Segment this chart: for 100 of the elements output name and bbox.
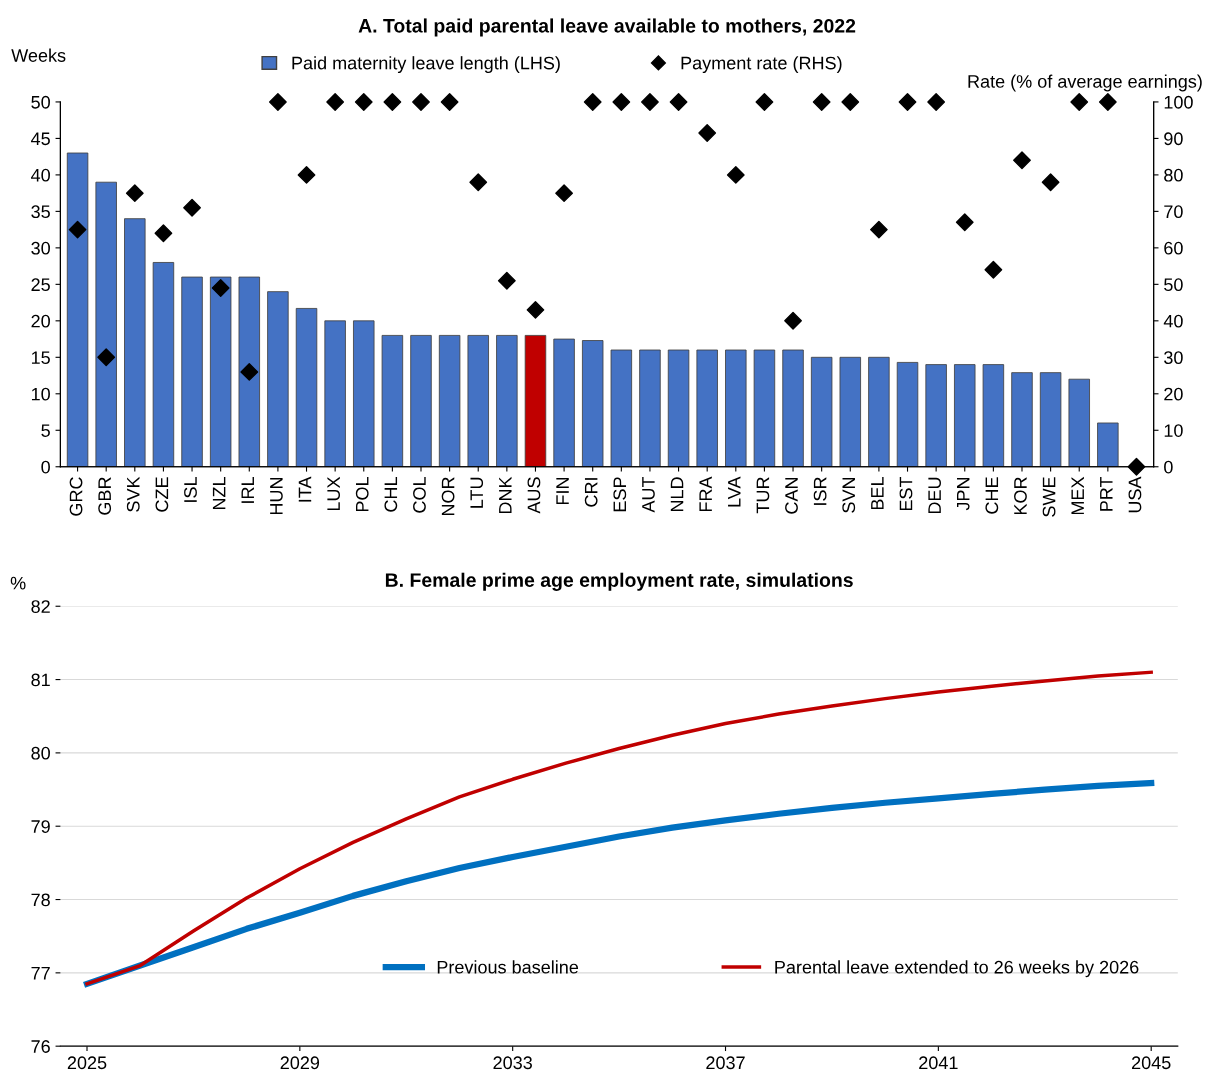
x-tick-label: HUN <box>270 477 283 515</box>
y-tick-label: 81 <box>31 673 50 687</box>
x-tick-label: SVN <box>842 477 856 513</box>
bar <box>267 291 289 467</box>
y2-axis-title: Rate (% of average earnings) <box>968 74 1202 92</box>
point <box>784 311 802 330</box>
y2-tick-label: 80 <box>1164 168 1183 182</box>
y2-tick-label: 90 <box>1164 132 1183 146</box>
y-tick-label: 79 <box>31 820 50 833</box>
bar <box>868 356 890 467</box>
x-tick-label: JPN <box>957 477 970 511</box>
point <box>898 93 917 111</box>
bar <box>839 356 861 467</box>
bar <box>1097 422 1119 467</box>
x-tick-label: LTU <box>470 477 484 508</box>
chart-title: B. Female prime age employment rate, simulations <box>385 572 853 591</box>
x-tick-label: PRT <box>1100 476 1113 511</box>
x-tick-label: CZE <box>155 477 169 512</box>
bar <box>524 335 547 467</box>
point <box>1041 173 1060 192</box>
x-tick-label: BEL <box>871 477 884 510</box>
y2-tick-label: 30 <box>1164 351 1183 365</box>
legend-label: Paid maternity leave length (LHS) <box>292 56 560 73</box>
x-tick-label: FIN <box>556 477 569 505</box>
bar <box>410 335 432 467</box>
x-tick-label: 2045 <box>1132 1056 1171 1070</box>
y-tick-label: 30 <box>31 241 50 255</box>
y-tick-label: 82 <box>31 600 50 613</box>
bar <box>639 349 661 467</box>
bar <box>438 335 461 467</box>
point <box>583 93 602 111</box>
point <box>469 173 488 192</box>
bar <box>467 335 489 467</box>
y-tick-label: 78 <box>31 893 50 907</box>
point <box>1070 93 1089 111</box>
point <box>612 93 631 111</box>
bar <box>696 349 718 467</box>
bar <box>925 364 947 467</box>
x-tick-label: ITA <box>298 476 312 502</box>
bar <box>66 152 89 467</box>
point <box>240 362 259 381</box>
point <box>955 213 974 232</box>
point <box>869 220 888 239</box>
bar <box>954 364 976 467</box>
y2-tick-label: 100 <box>1164 95 1193 109</box>
point <box>326 93 345 111</box>
x-tick-label: NZL <box>212 477 226 510</box>
point <box>183 198 201 217</box>
point <box>526 300 545 319</box>
bar <box>324 320 346 467</box>
bar <box>181 276 203 467</box>
point <box>555 184 574 203</box>
point <box>383 93 402 111</box>
x-tick-label: 2037 <box>706 1056 745 1070</box>
x-tick-label: CRI <box>584 478 598 507</box>
x-tick-label: CAN <box>785 477 798 514</box>
x-tick-label: EST <box>899 476 913 511</box>
x-tick-label: AUT <box>642 476 655 513</box>
bar <box>810 356 833 467</box>
bar <box>553 338 575 467</box>
x-tick-label: IRL <box>241 477 254 503</box>
bar <box>295 308 318 467</box>
point <box>812 93 831 111</box>
point <box>726 165 745 184</box>
y-tick-label: 35 <box>31 205 50 219</box>
x-tick-label: SWE <box>1042 477 1056 517</box>
x-tick-label: COL <box>413 477 426 513</box>
bar <box>1068 378 1090 467</box>
bar <box>381 335 404 467</box>
point <box>211 279 230 297</box>
x-tick-label: 2041 <box>919 1056 958 1070</box>
x-tick-label: FRA <box>699 476 712 512</box>
point <box>125 184 144 203</box>
bar <box>95 181 117 467</box>
x-tick-label: POL <box>355 477 369 512</box>
x-tick-label: DEU <box>928 477 941 514</box>
bar <box>209 276 232 467</box>
bar <box>667 349 690 467</box>
bar <box>610 349 633 467</box>
y2-tick-label: 50 <box>1164 278 1183 292</box>
x-tick-label: ISL <box>184 477 197 502</box>
y-tick-label: 10 <box>31 387 50 401</box>
bar <box>1011 372 1033 467</box>
x-tick-label: 2025 <box>67 1056 107 1070</box>
y-tick-label: 15 <box>31 351 50 365</box>
point <box>497 271 516 290</box>
point <box>755 93 774 111</box>
legend-label: Parental leave extended to 26 weeks by 2026 <box>775 960 1139 978</box>
y2-tick-label: 20 <box>1164 387 1183 401</box>
y2-tick-label: 40 <box>1163 314 1183 328</box>
y-tick-label: 25 <box>31 278 50 292</box>
y-tick-label: 76 <box>31 1040 50 1053</box>
point <box>68 220 87 239</box>
x-tick-label: TUR <box>756 477 770 514</box>
y-tick-label: 0 <box>41 460 50 474</box>
x-tick-label: GBR <box>98 477 112 515</box>
point <box>97 348 116 367</box>
y2-tick-label: 0 <box>1164 460 1173 474</box>
y-tick-label: 40 <box>31 168 50 182</box>
y2-tick-label: 60 <box>1164 241 1183 255</box>
